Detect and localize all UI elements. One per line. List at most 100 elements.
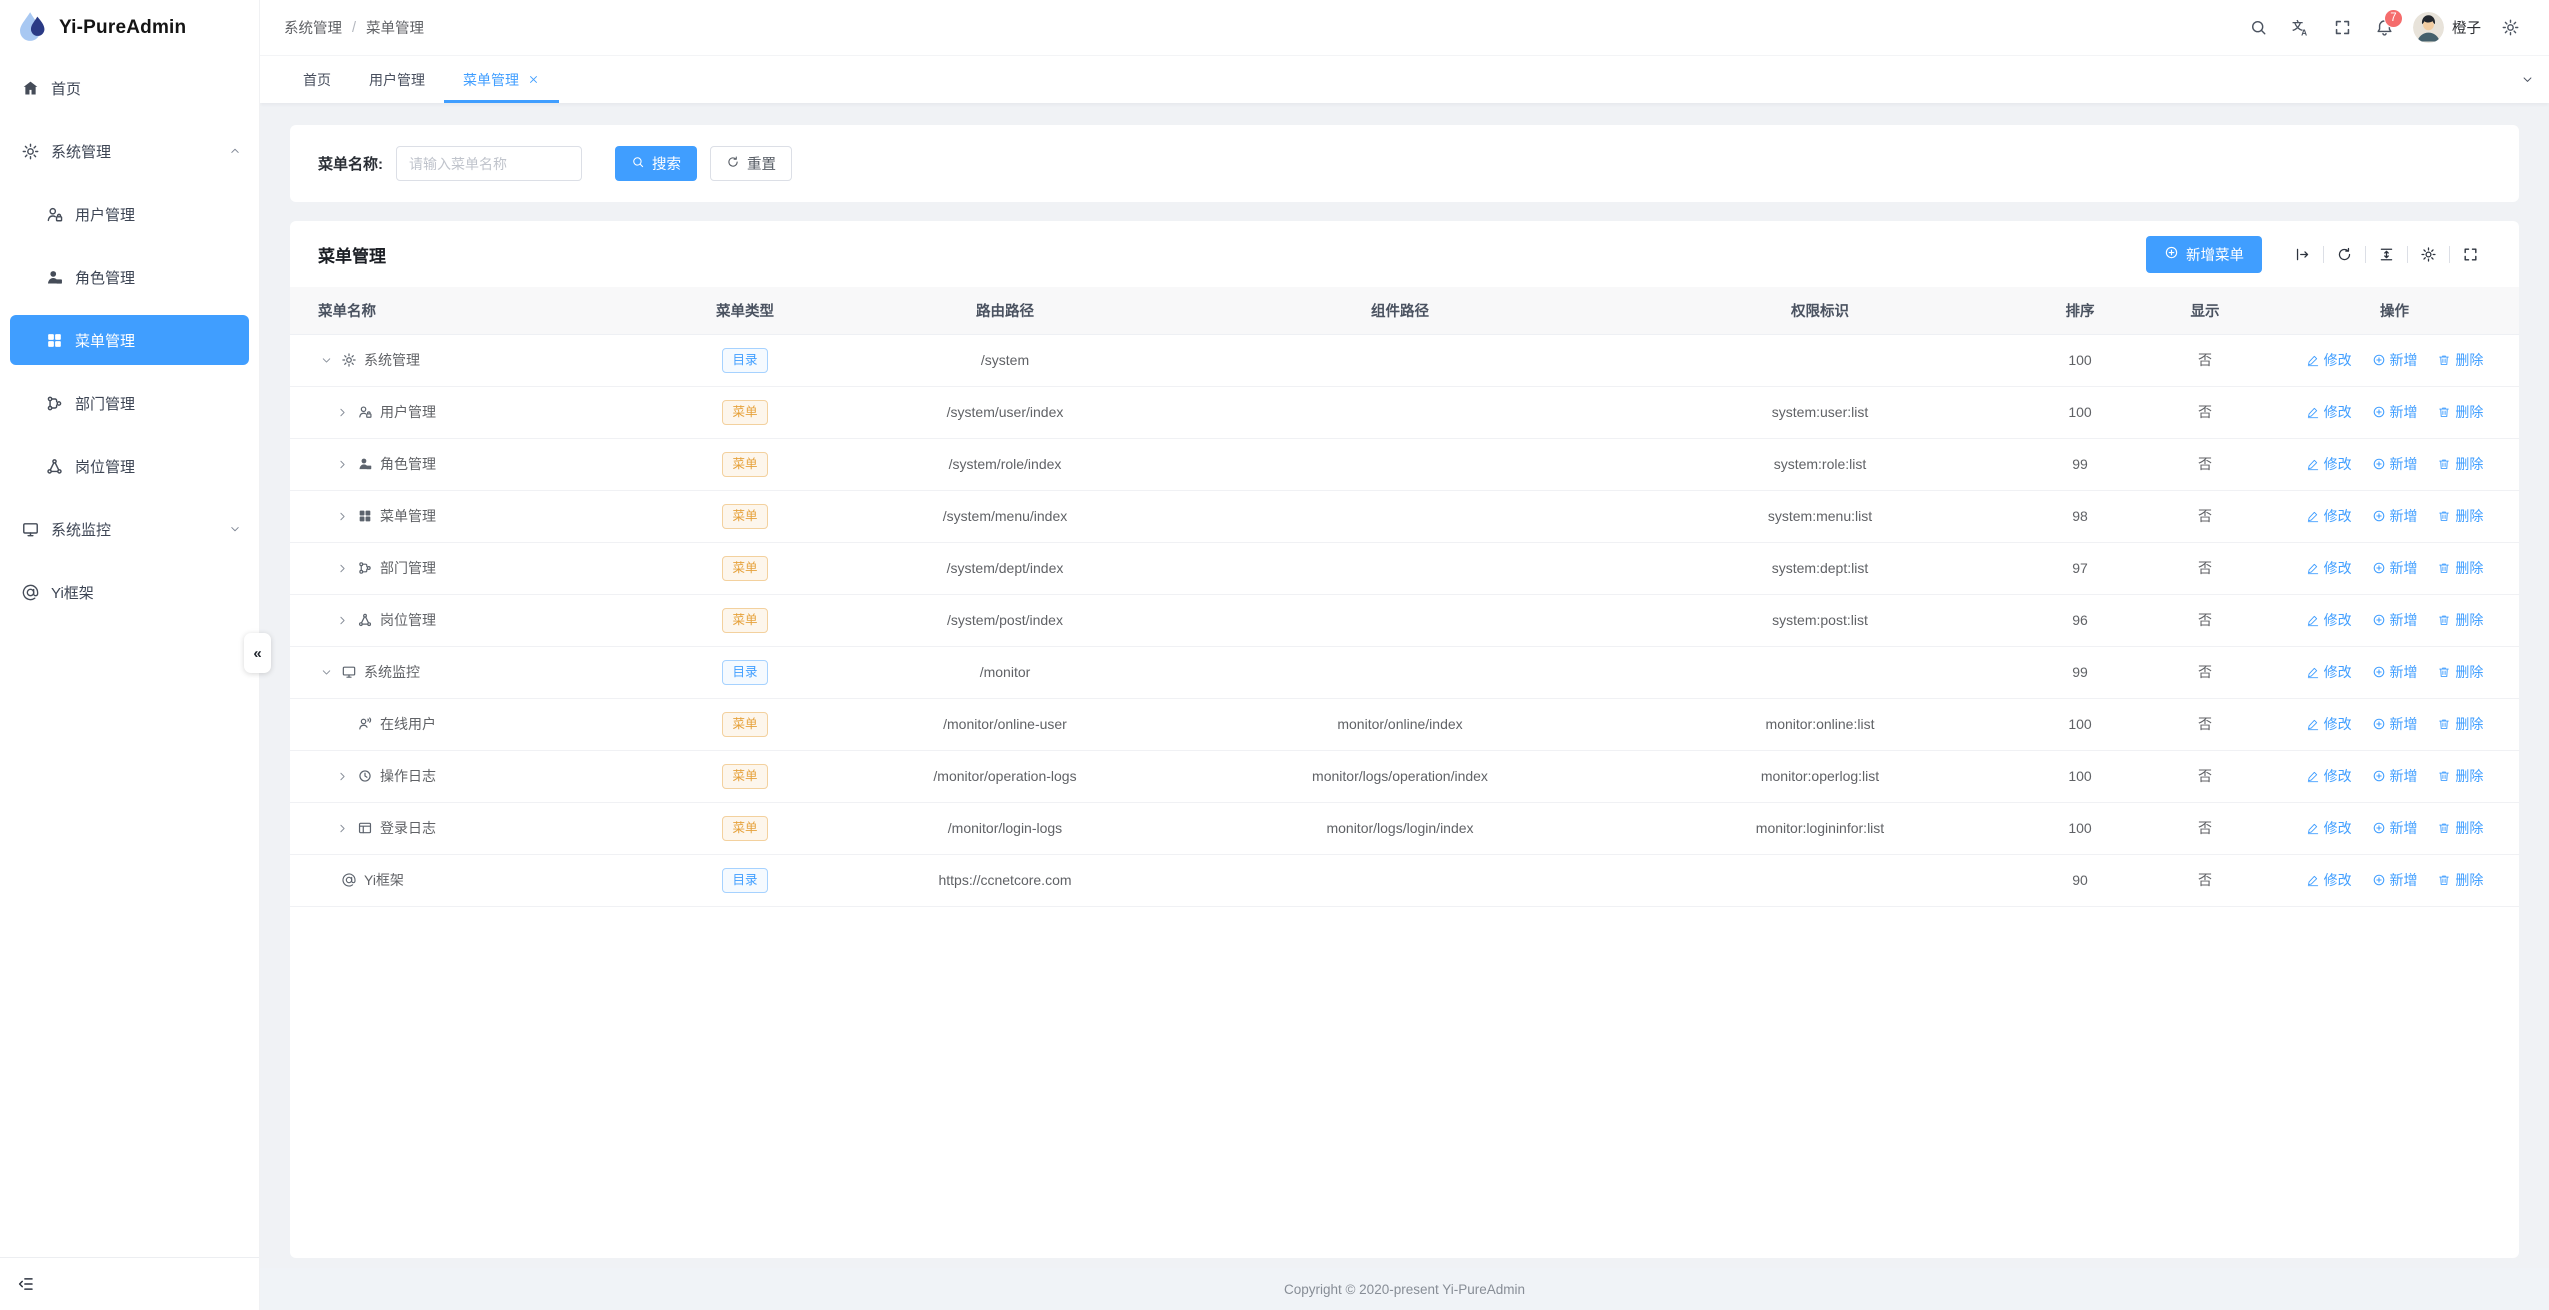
edit-button[interactable]: 修改 <box>2306 766 2352 786</box>
fullscreen-icon[interactable] <box>2321 7 2363 49</box>
refresh-icon[interactable] <box>2323 245 2365 263</box>
tree-arrow-right-icon[interactable] <box>334 456 350 472</box>
sidebar-item-岗位管理[interactable]: 岗位管理 <box>0 441 259 491</box>
sidebar-item-用户管理[interactable]: 用户管理 <box>0 189 259 239</box>
edit-button[interactable]: 修改 <box>2306 506 2352 526</box>
reset-button[interactable]: 重置 <box>710 146 792 181</box>
sidebar-item-系统管理[interactable]: 系统管理 <box>0 126 259 176</box>
menu-name-input[interactable] <box>396 146 582 181</box>
edit-button[interactable]: 修改 <box>2306 818 2352 838</box>
tabbar-chevron-down-icon[interactable] <box>2505 56 2549 103</box>
edit-button[interactable]: 修改 <box>2306 714 2352 734</box>
tree-arrow-right-icon[interactable] <box>334 820 350 836</box>
trash-icon <box>2437 873 2451 887</box>
add-button[interactable]: 新增 <box>2372 454 2418 474</box>
sidebar-item-部门管理[interactable]: 部门管理 <box>0 378 259 428</box>
user-menu[interactable]: 橙子 <box>2405 12 2489 43</box>
edit-button[interactable]: 修改 <box>2306 610 2352 630</box>
sidebar-item-Yi框架[interactable]: Yi框架 <box>0 567 259 617</box>
table-row[interactable]: 在线用户 菜单 /monitor/online-user monitor/onl… <box>290 698 2519 751</box>
component-path <box>1180 646 1620 699</box>
tree-arrow-down-icon[interactable] <box>318 352 334 368</box>
delete-button[interactable]: 删除 <box>2437 610 2483 630</box>
sidebar-item-菜单管理[interactable]: 菜单管理 <box>10 315 249 365</box>
sidebar-item-角色管理[interactable]: 角色管理 <box>0 252 259 302</box>
table-row[interactable]: 操作日志 菜单 /monitor/operation-logs monitor/… <box>290 750 2519 803</box>
add-button[interactable]: 新增 <box>2372 610 2418 630</box>
density-icon[interactable] <box>2365 245 2407 263</box>
tree-arrow-right-icon[interactable] <box>334 612 350 628</box>
plus-circle-icon <box>2372 457 2386 471</box>
menu-fold-icon[interactable] <box>17 1275 35 1293</box>
tree-arrow-right-icon[interactable] <box>334 768 350 784</box>
add-button[interactable]: 新增 <box>2372 350 2418 370</box>
edit-button[interactable]: 修改 <box>2306 870 2352 890</box>
plus-circle-icon <box>2372 405 2386 419</box>
table-row[interactable]: 用户管理 菜单 /system/user/index system:user:l… <box>290 386 2519 439</box>
delete-button[interactable]: 删除 <box>2437 350 2483 370</box>
edit-button[interactable]: 修改 <box>2306 662 2352 682</box>
add-button[interactable]: 新增 <box>2372 558 2418 578</box>
search-icon[interactable] <box>2237 7 2279 49</box>
tab-用户管理[interactable]: 用户管理 <box>350 56 444 103</box>
sidebar-item-系统监控[interactable]: 系统监控 <box>0 504 259 554</box>
fullscreen-icon[interactable] <box>2449 245 2491 263</box>
table-row[interactable]: Yi框架 目录 https://ccnetcore.com 90 否 修改 新增… <box>290 854 2519 907</box>
tree-arrow-right-icon[interactable] <box>334 560 350 576</box>
tab-菜单管理[interactable]: 菜单管理 <box>444 56 559 103</box>
add-button[interactable]: 新增 <box>2372 714 2418 734</box>
sidebar-item-首页[interactable]: 首页 <box>0 63 259 113</box>
table-row[interactable]: 系统监控 目录 /monitor 99 否 修改 新增 删除 <box>290 646 2519 699</box>
add-button[interactable]: 新增 <box>2372 506 2418 526</box>
trash-icon <box>2437 561 2451 575</box>
sidebar-item-label: 岗位管理 <box>75 458 136 476</box>
tree-arrow-right-icon[interactable] <box>334 404 350 420</box>
delete-button[interactable]: 删除 <box>2437 506 2483 526</box>
logo[interactable]: Yi-PureAdmin <box>0 0 259 55</box>
edit-button[interactable]: 修改 <box>2306 402 2352 422</box>
settings-gear-icon[interactable] <box>2489 7 2531 49</box>
tree-indent-spacer <box>334 716 350 732</box>
tab-首页[interactable]: 首页 <box>284 56 350 103</box>
delete-button[interactable]: 删除 <box>2437 818 2483 838</box>
column-header-组件路径: 组件路径 <box>1180 287 1620 335</box>
notification-bell-icon[interactable]: 7 <box>2363 7 2405 49</box>
edit-button[interactable]: 修改 <box>2306 454 2352 474</box>
add-button[interactable]: 新增 <box>2372 662 2418 682</box>
row-actions: 修改 新增 删除 <box>2270 334 2519 387</box>
collapse-all-icon[interactable] <box>2282 246 2323 263</box>
edit-icon <box>2306 717 2320 731</box>
add-button[interactable]: 新增 <box>2372 402 2418 422</box>
delete-button[interactable]: 删除 <box>2437 662 2483 682</box>
delete-button[interactable]: 删除 <box>2437 558 2483 578</box>
table-row[interactable]: 部门管理 菜单 /system/dept/index system:dept:l… <box>290 542 2519 595</box>
role-user-icon <box>357 456 373 472</box>
breadcrumb-item[interactable]: 系统管理 <box>284 21 342 37</box>
column-header-显示: 显示 <box>2140 287 2270 335</box>
add-button[interactable]: 新增 <box>2372 766 2418 786</box>
delete-button[interactable]: 删除 <box>2437 454 2483 474</box>
column-settings-icon[interactable] <box>2407 245 2449 263</box>
table-row[interactable]: 角色管理 菜单 /system/role/index system:role:l… <box>290 438 2519 491</box>
tree-arrow-right-icon[interactable] <box>334 508 350 524</box>
delete-button[interactable]: 删除 <box>2437 714 2483 734</box>
search-button[interactable]: 搜索 <box>615 146 697 181</box>
delete-button[interactable]: 删除 <box>2437 402 2483 422</box>
add-button[interactable]: 新增 <box>2372 818 2418 838</box>
add-button[interactable]: 新增 <box>2372 870 2418 890</box>
sidebar-collapse-button[interactable]: « <box>244 633 271 673</box>
sidebar-footer <box>0 1257 259 1310</box>
edit-button[interactable]: 修改 <box>2306 350 2352 370</box>
table-row[interactable]: 系统管理 目录 /system 100 否 修改 新增 删除 <box>290 334 2519 387</box>
tree-arrow-down-icon[interactable] <box>318 664 334 680</box>
table-row[interactable]: 菜单管理 菜单 /system/menu/index system:menu:l… <box>290 490 2519 543</box>
table-row[interactable]: 岗位管理 菜单 /system/post/index system:post:l… <box>290 594 2519 647</box>
edit-button[interactable]: 修改 <box>2306 558 2352 578</box>
close-icon[interactable] <box>527 73 540 86</box>
delete-button[interactable]: 删除 <box>2437 766 2483 786</box>
user-lock-icon <box>45 205 64 224</box>
table-row[interactable]: 登录日志 菜单 /monitor/login-logs monitor/logs… <box>290 802 2519 855</box>
delete-button[interactable]: 删除 <box>2437 870 2483 890</box>
add-menu-button[interactable]: 新增菜单 <box>2146 235 2262 273</box>
